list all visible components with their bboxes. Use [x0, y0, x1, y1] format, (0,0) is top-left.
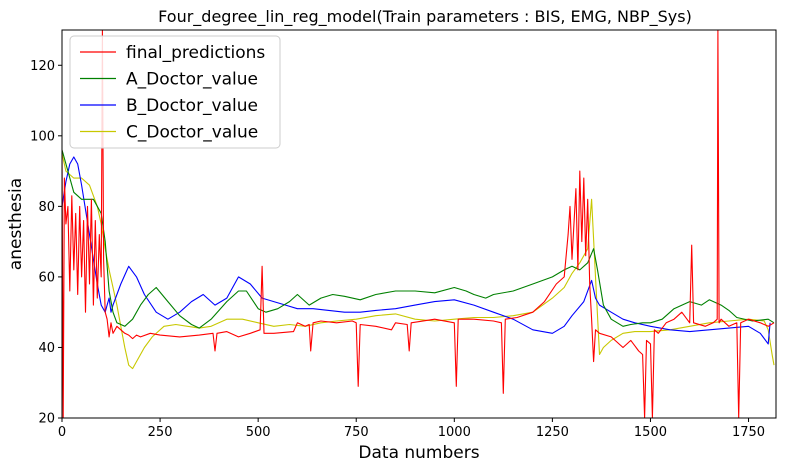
x-tick-label: 1500	[634, 425, 667, 440]
legend-entry: C_Doctor_value	[126, 123, 258, 143]
x-tick-label: 0	[58, 425, 66, 440]
x-tick-label: 750	[344, 425, 369, 440]
y-tick-label: 120	[30, 59, 55, 74]
series-line-a-doctor-value	[62, 149, 775, 329]
series-line-final-predictions	[62, 30, 775, 418]
y-tick-label: 80	[38, 200, 55, 215]
x-axis-label: Data numbers	[358, 443, 479, 463]
legend-box	[69, 35, 281, 149]
plot-area	[61, 29, 777, 419]
x-tick-label: 1250	[536, 425, 569, 440]
y-tick-label: 20	[38, 412, 55, 427]
y-tick-label: 60	[38, 270, 55, 285]
legend-entry: final_predictions	[126, 43, 265, 63]
x-tick-label: 1750	[732, 425, 765, 440]
legend: final_predictions A_Doctor_value B_Doctor_…	[69, 35, 281, 149]
legend-entry: A_Doctor_value	[126, 70, 258, 90]
legend-entry: B_Doctor_value	[126, 96, 258, 116]
x-tick-label: 250	[148, 425, 173, 440]
series-line-b-doctor-value	[62, 156, 771, 345]
x-tick-label: 1000	[438, 425, 471, 440]
y-tick-label: 100	[30, 129, 55, 144]
series-line-c-doctor-value	[62, 153, 775, 370]
y-tick-label: 40	[38, 341, 55, 356]
y-axis-label: anesthesia	[6, 178, 26, 270]
chart-title: Four_degree_lin_reg_model(Train paramete…	[158, 7, 692, 27]
x-tick-label: 500	[246, 425, 271, 440]
